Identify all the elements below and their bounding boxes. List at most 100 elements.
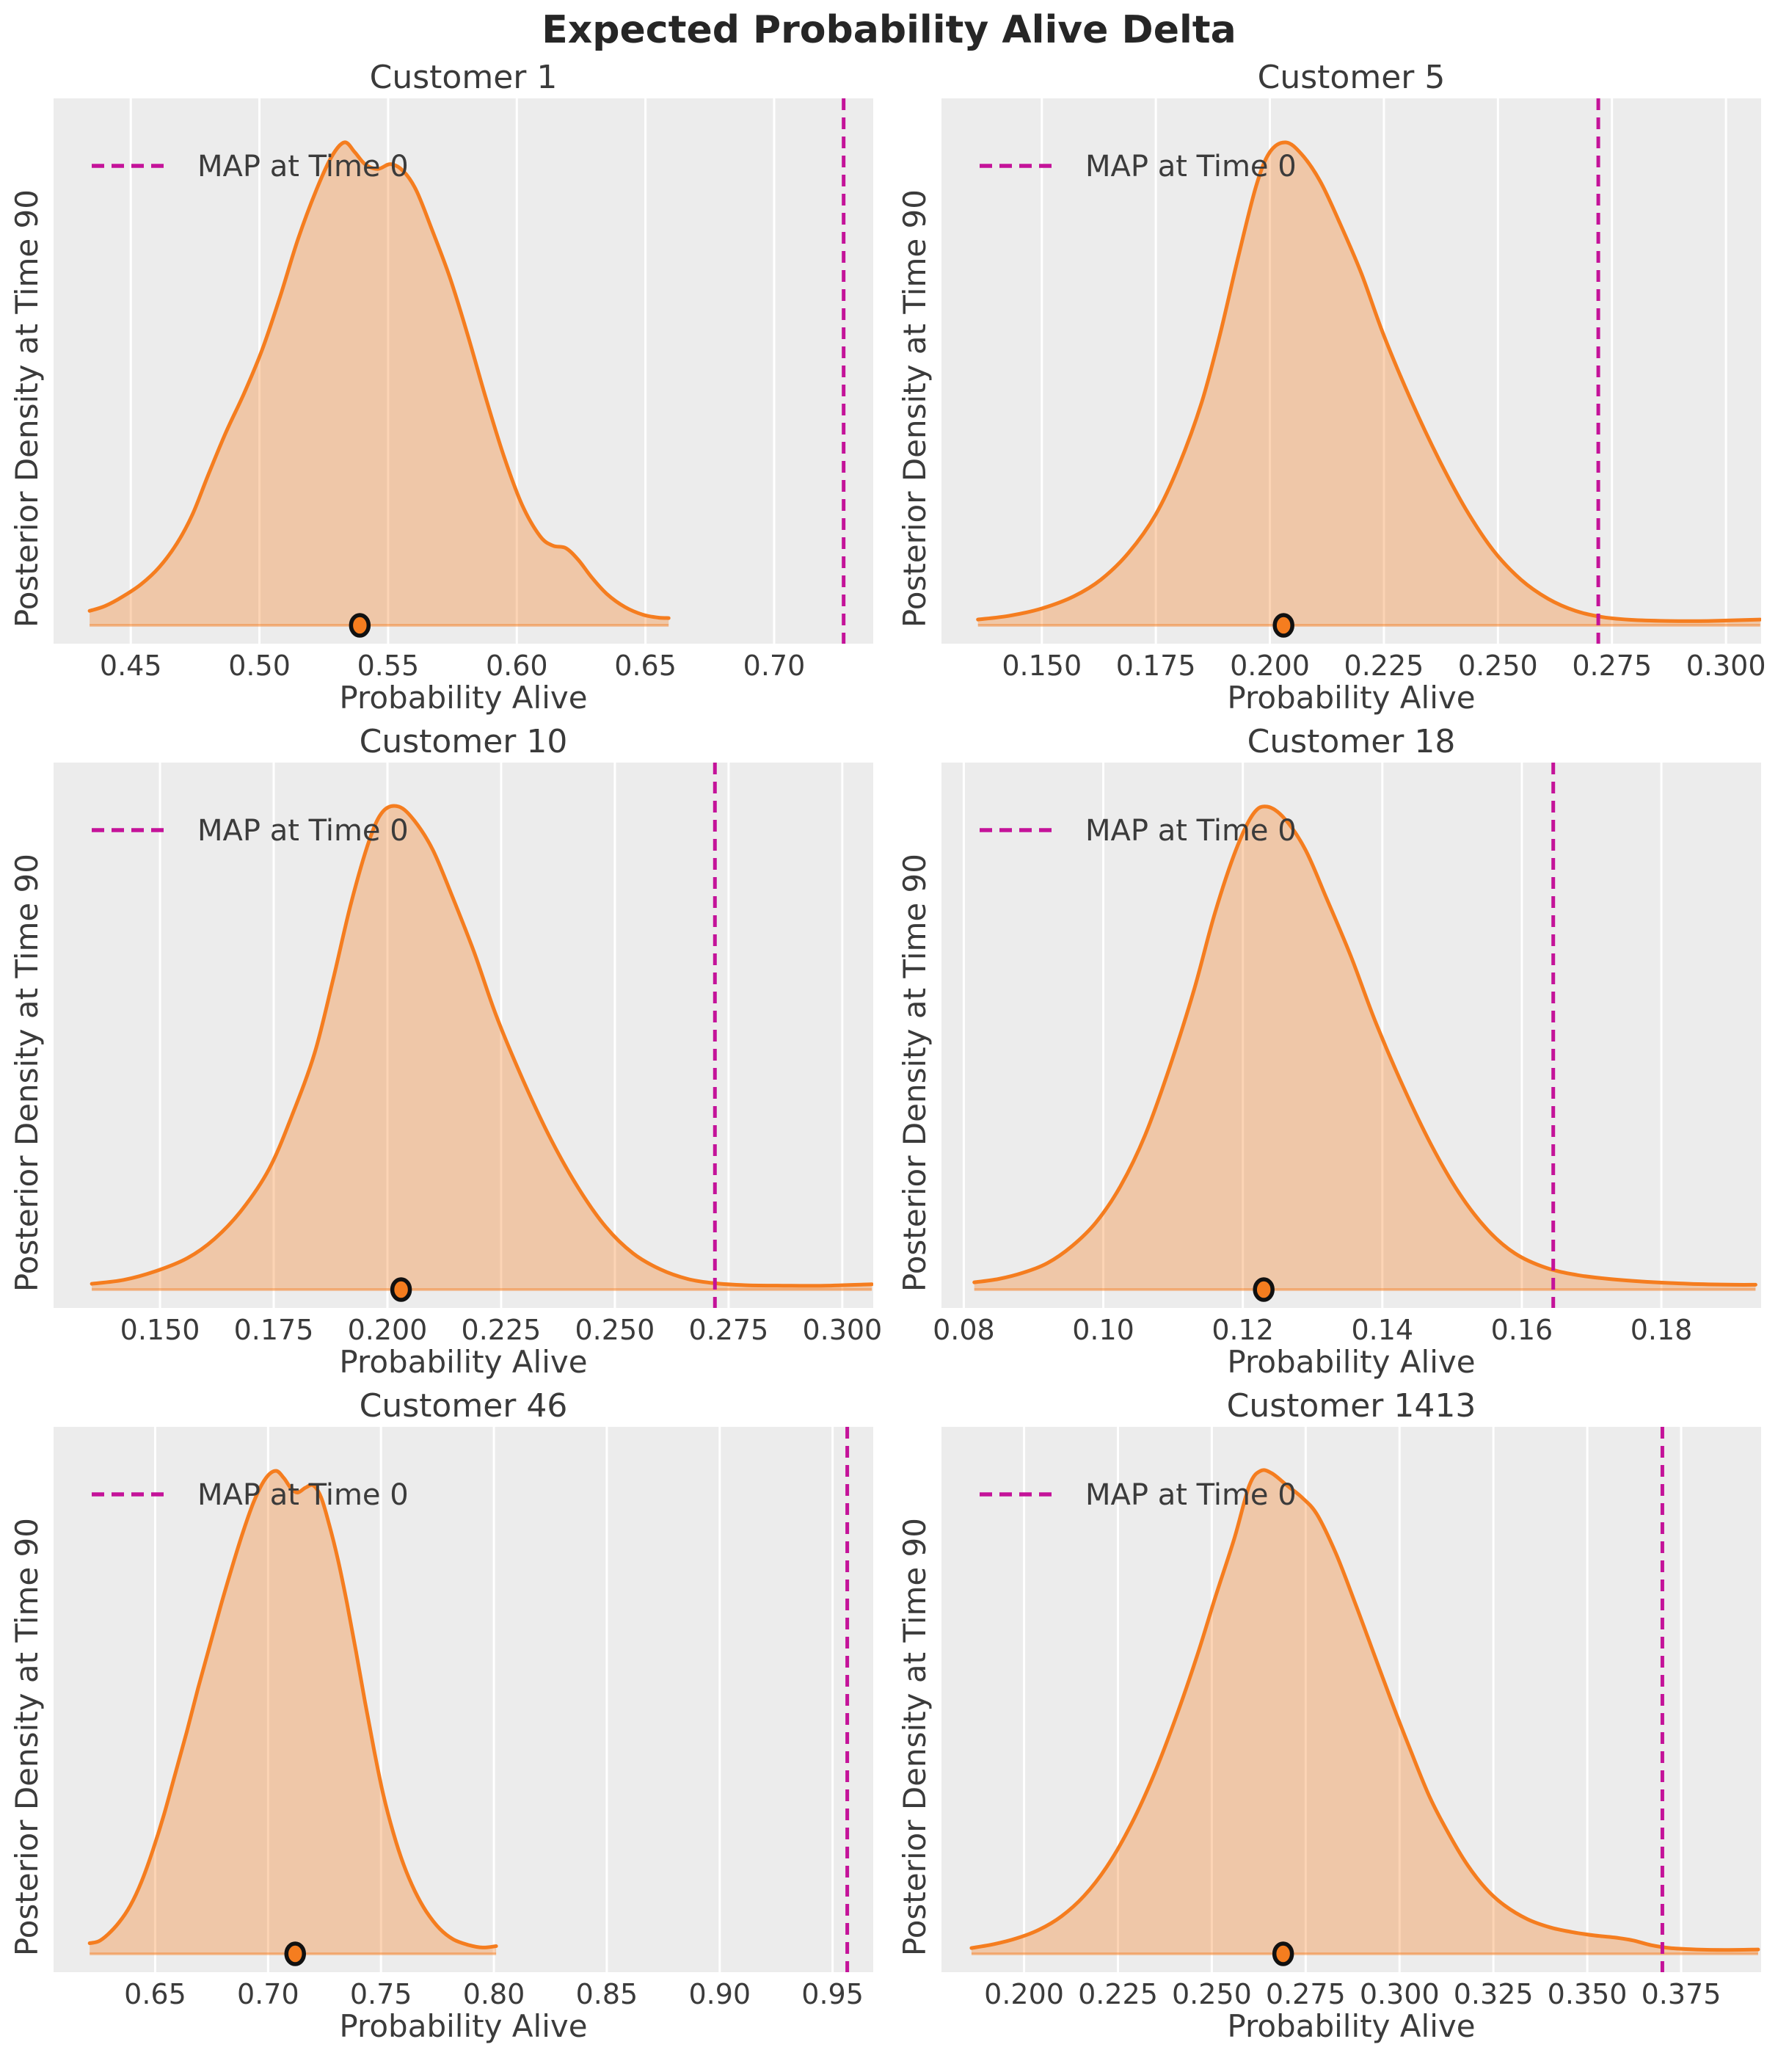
x-tick-label: 0.70 [237, 1978, 299, 2010]
kde-curve [87, 140, 671, 620]
y-axis-label: Posterior Density at Time 90 [9, 853, 45, 1293]
x-tick-label: 0.85 [575, 1978, 638, 2010]
x-axis-label: Probability Alive [339, 1344, 588, 1380]
x-tick-label: 0.275 [688, 1314, 769, 1346]
x-tick-label: 0.325 [1453, 1978, 1534, 2010]
x-tick-label: 0.225 [1344, 650, 1424, 682]
kde-fill-area [971, 1469, 1758, 1954]
x-axis-label: Probability Alive [1227, 1344, 1476, 1380]
subplot-title: Customer 18 [1247, 723, 1456, 760]
subplot-title: Customer 1 [369, 59, 558, 96]
kde-plot-canvas: MAP at Time 0 [54, 1427, 873, 1972]
kde-curve [90, 804, 873, 1288]
legend-label: MAP at Time 0 [1085, 1478, 1297, 1512]
x-tick-label: 0.75 [349, 1978, 412, 2010]
x-axis-label: Probability Alive [339, 680, 588, 716]
x-tick-label: 0.275 [1572, 650, 1653, 682]
x-tick-label: 0.225 [1078, 1978, 1158, 2010]
axes-background [941, 1427, 1761, 1972]
x-tick-label: 0.60 [485, 650, 548, 682]
kde-curve [976, 140, 1761, 623]
y-axis-label: Posterior Density at Time 90 [9, 189, 45, 628]
x-axis-ticks: 0.150 0.175 0.200 0.225 0.250 0.275 0.300 [941, 644, 1766, 682]
subplot-title: Customer 46 [359, 1387, 568, 1425]
x-tick-label: 0.90 [688, 1978, 751, 2010]
y-axis-label: Posterior Density at Time 90 [897, 189, 933, 628]
legend-label: MAP at Time 0 [197, 1478, 409, 1512]
axes-background [54, 763, 873, 1308]
expected-probability-dot [390, 1277, 412, 1302]
x-tick-label: 0.16 [1490, 1314, 1553, 1346]
x-tick-label: 0.200 [347, 1314, 428, 1346]
x-tick-label: 0.65 [614, 650, 677, 682]
x-tick-label: 0.95 [801, 1978, 864, 2010]
x-axis-label: Probability Alive [1227, 680, 1476, 716]
x-axis-ticks: 0.150 0.175 0.200 0.225 0.250 0.275 0.300 [54, 1308, 883, 1346]
x-tick-label: 0.250 [1172, 1978, 1252, 2010]
x-tick-label: 0.175 [1115, 650, 1196, 682]
expected-probability-dot [1253, 1277, 1275, 1302]
x-axis-ticks: 0.08 0.10 0.12 0.14 0.16 0.18 [933, 1308, 1761, 1346]
x-axis-label: Probability Alive [1227, 2008, 1476, 2044]
kde-curve [969, 1468, 1760, 1952]
x-tick-label: 0.250 [1457, 650, 1538, 682]
x-tick-label: 0.275 [1265, 1978, 1346, 2010]
x-tick-label: 0.375 [1641, 1978, 1721, 2010]
kde-fill-area [90, 142, 669, 626]
subplot-title: Customer 1413 [1226, 1387, 1476, 1425]
x-tick-label: 0.250 [575, 1314, 655, 1346]
expected-probability-dot [284, 1941, 307, 1966]
y-axis-label: Posterior Density at Time 90 [9, 1517, 45, 1957]
x-tick-label: 0.200 [984, 1978, 1064, 2010]
x-tick-label: 0.300 [1359, 1978, 1440, 2010]
axes-background [941, 98, 1761, 644]
subplot-customer-46: Customer 46 Posterior Density at Time 90… [0, 1386, 873, 2047]
legend-label: MAP at Time 0 [197, 150, 409, 183]
kde-plot-canvas: MAP at Time 0 [941, 1427, 1761, 1972]
x-tick-label: 0.80 [462, 1978, 525, 2010]
subplot-grid: Customer 1 Posterior Density at Time 90 … [0, 57, 1778, 2050]
legend-label: MAP at Time 0 [1085, 814, 1297, 848]
expected-probability-dot [349, 613, 371, 638]
kde-plot-canvas: MAP at Time 0 [941, 98, 1761, 644]
kde-plot-canvas: MAP at Time 0 [941, 763, 1761, 1308]
x-tick-label: 0.70 [743, 650, 806, 682]
kde-curve [87, 1469, 498, 1949]
x-axis-ticks: 0.200 0.225 0.250 0.275 0.300 0.325 0.350 0.375 [941, 1972, 1761, 2010]
x-tick-label: 0.65 [124, 1978, 186, 2010]
x-tick-label: 0.200 [1230, 650, 1310, 682]
axes-background [941, 763, 1761, 1308]
kde-plot-canvas: MAP at Time 0 [54, 98, 873, 644]
x-tick-label: 0.175 [233, 1314, 314, 1346]
kde-fill-area [974, 806, 1756, 1290]
x-tick-label: 0.300 [1686, 650, 1766, 682]
y-axis-label: Posterior Density at Time 90 [897, 853, 933, 1293]
x-axis-ticks: 0.65 0.70 0.75 0.80 0.85 0.90 0.95 [54, 1972, 873, 2010]
x-axis-label: Probability Alive [339, 2008, 588, 2044]
x-tick-label: 0.225 [461, 1314, 542, 1346]
kde-curve [972, 804, 1757, 1287]
kde-fill-area [977, 142, 1760, 626]
axes-background [54, 1427, 873, 1972]
x-tick-label: 0.45 [99, 650, 162, 682]
x-axis-ticks: 0.45 0.50 0.55 0.60 0.65 0.70 [54, 644, 873, 682]
subplot-customer-1: Customer 1 Posterior Density at Time 90 … [0, 57, 873, 719]
x-tick-label: 0.150 [120, 1314, 200, 1346]
x-tick-label: 0.08 [933, 1314, 995, 1346]
kde-fill-area [92, 805, 872, 1290]
x-tick-label: 0.150 [1002, 650, 1082, 682]
x-tick-label: 0.10 [1072, 1314, 1134, 1346]
legend-label: MAP at Time 0 [197, 814, 409, 848]
legend-label: MAP at Time 0 [1085, 150, 1297, 183]
kde-plot-canvas: MAP at Time 0 [54, 763, 873, 1308]
x-tick-label: 0.300 [802, 1314, 883, 1346]
subplot-customer-5: Customer 5 Posterior Density at Time 90 … [888, 57, 1766, 719]
x-tick-label: 0.50 [228, 650, 291, 682]
subplot-customer-1413: Customer 1413 Posterior Density at Time … [888, 1386, 1761, 2047]
expected-probability-dot [1272, 613, 1294, 638]
kde-fill-area [90, 1471, 497, 1954]
figure-title: Expected Probability Alive Delta [542, 8, 1236, 52]
x-tick-label: 0.14 [1351, 1314, 1414, 1346]
x-tick-label: 0.350 [1547, 1978, 1628, 2010]
